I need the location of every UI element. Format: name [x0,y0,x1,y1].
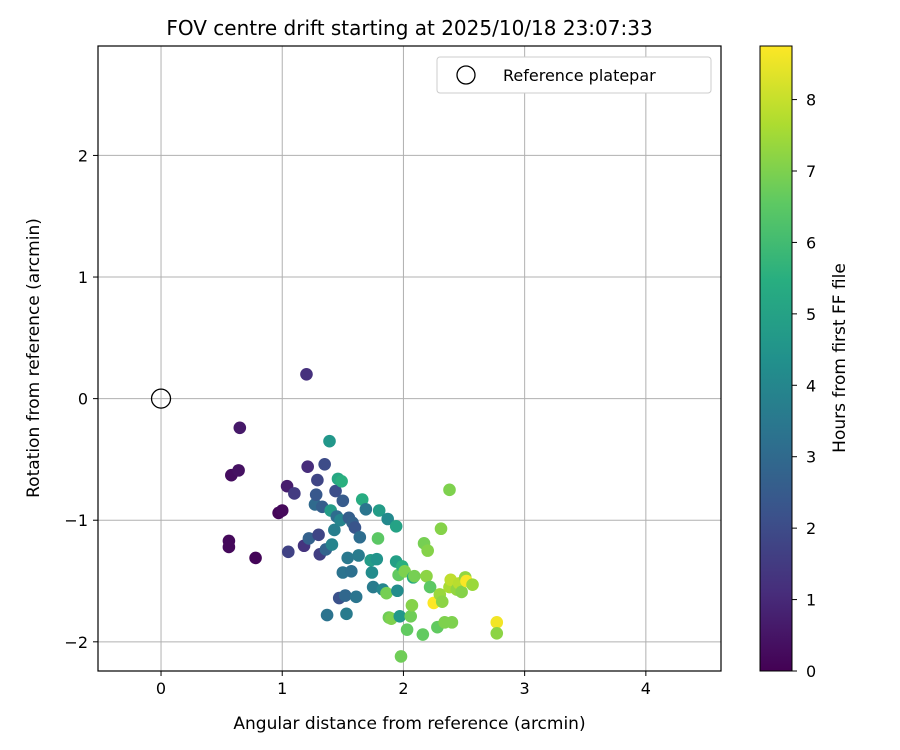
data-point [391,584,404,598]
data-point [400,623,414,636]
legend-box [436,56,712,94]
y-tick-label: −2 [64,633,88,652]
data-point [416,628,430,641]
data-point [359,502,373,516]
data-point [311,473,324,487]
data-points [222,368,504,663]
data-point [335,475,348,488]
data-point [423,580,437,594]
data-point [249,551,262,565]
data-point [318,457,331,471]
colorbar-tick-label: 2 [806,519,816,538]
data-point [366,580,380,594]
colorbar-tick-label: 8 [806,91,816,110]
data-point [336,494,350,508]
data-point [325,538,339,551]
data-point [408,569,421,583]
y-tick-label: 0 [78,390,88,409]
data-point [445,616,459,629]
data-point [340,607,353,621]
colorbar-tick-label: 1 [806,591,816,610]
data-point [435,595,449,608]
reference-platepar-marker [150,388,172,409]
data-point [345,564,358,578]
data-point [222,540,236,554]
legend: Reference platepar [436,56,712,94]
data-point [275,504,289,517]
data-point [421,544,434,557]
data-point [355,493,369,506]
y-axis-ticks: −2 −1 0 1 2 [64,146,98,652]
data-point [338,589,352,602]
data-point [328,523,341,537]
chart-title: FOV centre drift starting at 2025/10/18 … [166,16,652,40]
data-point [300,368,313,381]
colorbar-tick-label: 0 [806,662,816,681]
data-point [312,528,325,542]
data-point [370,552,384,566]
data-point [393,609,407,623]
colorbar-gradient [759,45,793,672]
data-point [281,545,295,559]
x-tick-label: 2 [398,679,408,698]
data-point [352,549,365,562]
colorbar-tick-label: 5 [806,305,816,324]
x-tick-label: 0 [156,679,166,698]
y-tick-label: 2 [78,146,88,165]
data-point [341,551,354,565]
data-point [420,569,433,583]
data-point [329,484,342,498]
x-tick-label: 1 [277,679,287,698]
data-point [302,532,316,545]
data-point [371,532,385,545]
data-point [455,585,468,599]
colorbar-tick-label: 3 [806,448,816,467]
data-point [288,487,301,500]
data-point [320,608,334,622]
y-tick-label: −1 [64,511,88,530]
legend-open-circle-marker [456,65,476,85]
data-point [443,483,456,497]
data-point [349,590,363,604]
plot-frame [97,45,722,672]
x-tick-label: 4 [641,679,651,698]
data-point [323,434,336,448]
data-point [394,650,408,663]
data-point [301,460,314,474]
legend-label: Reference platepar [503,66,656,85]
colorbar-label: Hours from first FF file [830,263,850,453]
grid-lines [98,46,721,671]
x-tick-label: 3 [520,679,530,698]
data-point [380,586,393,600]
data-point [405,599,419,612]
x-axis-ticks: 0 1 2 3 4 [156,671,651,698]
colorbar-tick-label: 6 [806,233,816,252]
data-point [353,530,367,544]
data-point [381,512,394,526]
data-point [389,520,403,533]
data-point [309,488,323,501]
x-axis-label: Angular distance from reference (arcmin) [233,714,585,734]
data-point [490,616,504,629]
data-point [372,504,386,517]
data-point [232,464,245,477]
data-point [233,421,247,435]
data-point [404,609,418,623]
colorbar-tick-label: 4 [806,376,816,395]
colorbar-ticks: 0 1 2 3 4 5 6 7 8 [792,91,816,681]
data-point [490,627,504,640]
y-axis-label: Rotation from reference (arcmin) [24,218,44,498]
data-point [466,578,479,591]
data-point [348,521,362,534]
colorbar-tick-label: 7 [806,162,816,181]
colorbar: 0 1 2 3 4 5 6 7 8 Hours from first FF file [759,45,850,681]
data-point [365,566,379,579]
y-tick-label: 1 [78,268,88,287]
data-point [434,522,448,536]
reference-marker-layer [150,388,172,409]
